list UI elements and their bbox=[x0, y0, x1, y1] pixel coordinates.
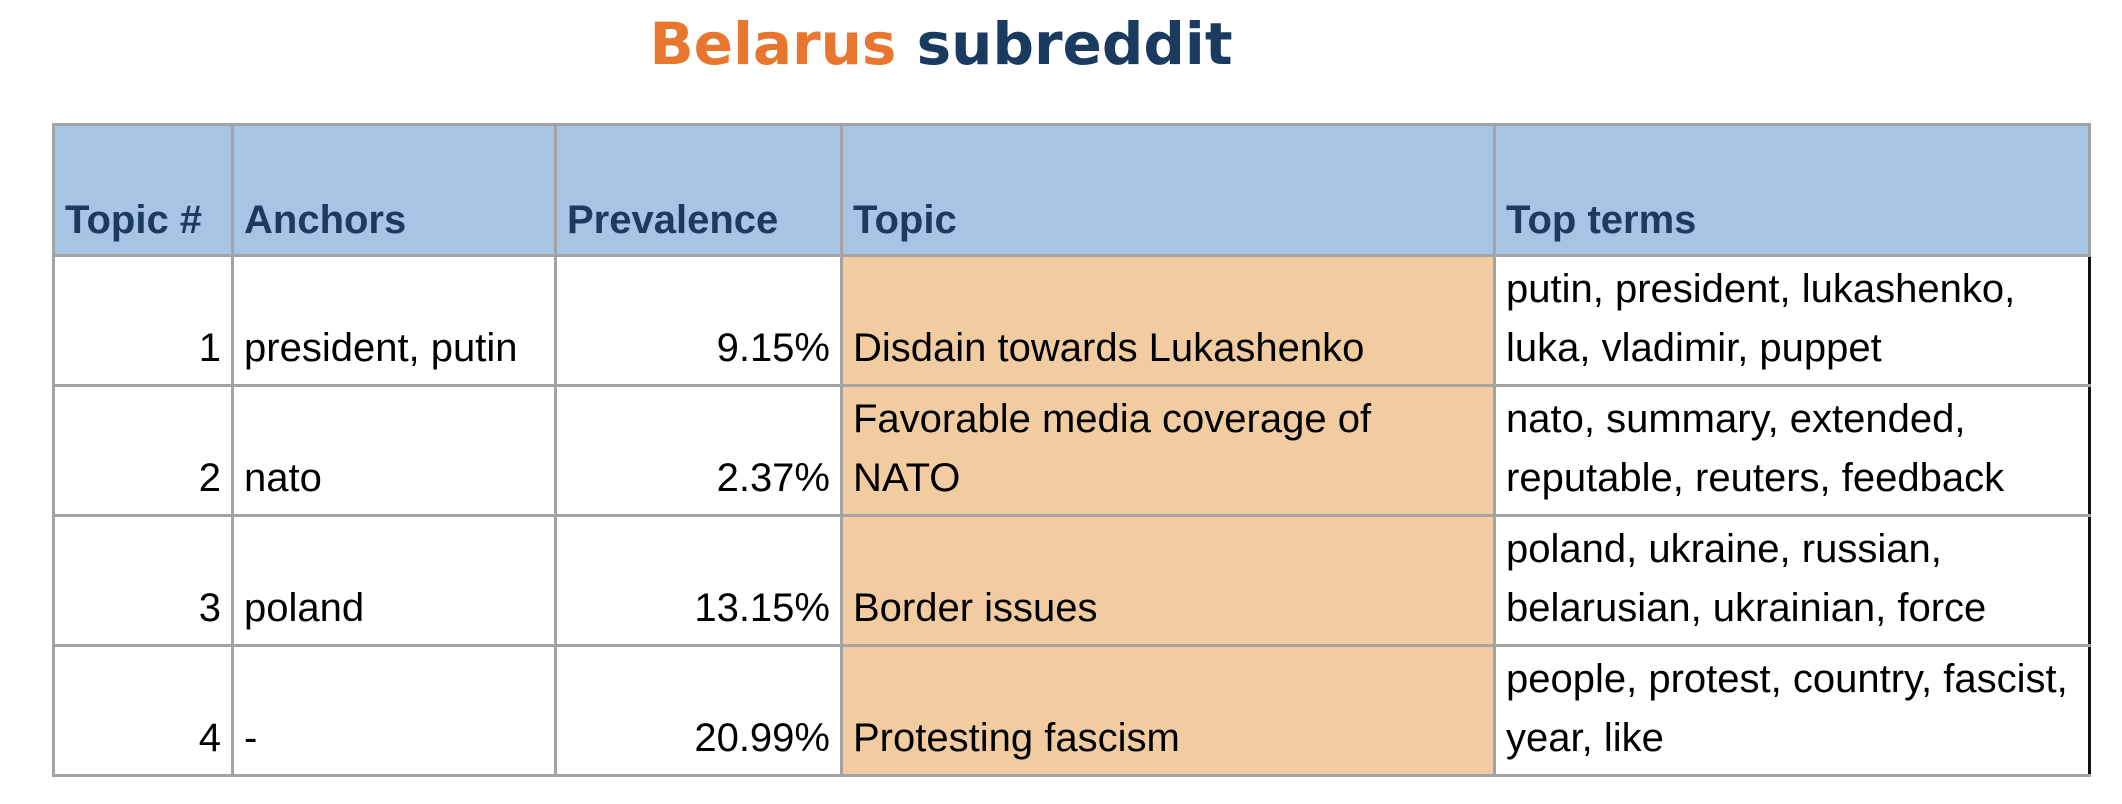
cell-prevalence: 20.99% bbox=[554, 644, 843, 777]
cell-top-terms: people, protest, country, fascist, year,… bbox=[1493, 644, 2091, 777]
cell-topic-number: 4 bbox=[52, 644, 234, 777]
table-row: 2 nato 2.37% Favorable media coverage of… bbox=[52, 384, 2091, 517]
table-row: 1 president, putin 9.15% Disdain towards… bbox=[52, 254, 2091, 387]
cell-prevalence: 9.15% bbox=[554, 254, 843, 387]
cell-top-terms: nato, summary, extended, reputable, reut… bbox=[1493, 384, 2091, 517]
cell-topic: Disdain towards Lukashenko bbox=[840, 254, 1496, 387]
title-subreddit: subreddit bbox=[916, 10, 1233, 78]
column-header-prevalence: Prevalence bbox=[554, 123, 843, 257]
column-header-topic: Topic bbox=[840, 123, 1496, 257]
table-row: 4 - 20.99% Protesting fascism people, pr… bbox=[52, 644, 2091, 777]
page-title: Belarus subreddit bbox=[0, 4, 2122, 84]
cell-anchors: poland bbox=[231, 514, 557, 647]
topics-table: Topic # Anchors Prevalence Topic Top ter… bbox=[52, 123, 2091, 777]
cell-topic: Border issues bbox=[840, 514, 1496, 647]
cell-topic: Favorable media coverage of NATO bbox=[840, 384, 1496, 517]
cell-anchors: president, putin bbox=[231, 254, 557, 387]
table-header-row: Topic # Anchors Prevalence Topic Top ter… bbox=[52, 123, 2091, 257]
title-belarus: Belarus bbox=[649, 10, 897, 78]
cell-prevalence: 13.15% bbox=[554, 514, 843, 647]
cell-prevalence: 2.37% bbox=[554, 384, 843, 517]
table-row: 3 poland 13.15% Border issues poland, uk… bbox=[52, 514, 2091, 647]
column-header-anchors: Anchors bbox=[231, 123, 557, 257]
cell-topic: Protesting fascism bbox=[840, 644, 1496, 777]
cell-anchors: - bbox=[231, 644, 557, 777]
column-header-topic-number: Topic # bbox=[52, 123, 234, 257]
cell-topic-number: 2 bbox=[52, 384, 234, 517]
cell-top-terms: putin, president, lukashenko, luka, vlad… bbox=[1493, 254, 2091, 387]
cell-top-terms: poland, ukraine, russian, belarusian, uk… bbox=[1493, 514, 2091, 647]
cell-topic-number: 1 bbox=[52, 254, 234, 387]
cell-anchors: nato bbox=[231, 384, 557, 517]
cell-topic-number: 3 bbox=[52, 514, 234, 647]
column-header-top-terms: Top terms bbox=[1493, 123, 2091, 257]
